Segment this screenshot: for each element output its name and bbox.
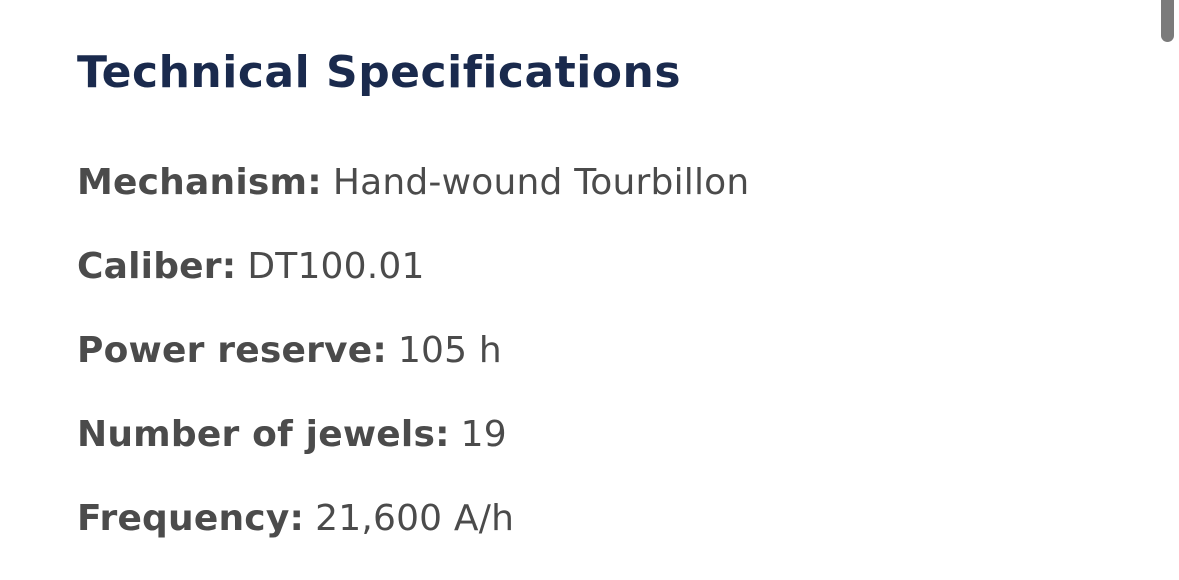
spec-row-frequency: Frequency: 21,600 A/h <box>77 497 749 540</box>
spec-value: 21,600 A/h <box>315 498 515 539</box>
scrollbar-thumb[interactable] <box>1161 0 1174 42</box>
spec-row-mechanism: Mechanism: Hand-wound Tourbillon <box>77 161 749 204</box>
section-title: Technical Specifications <box>77 47 682 98</box>
spec-label: Mechanism: <box>77 162 322 203</box>
spec-label: Power reserve: <box>77 330 387 371</box>
spec-row-number-of-jewels: Number of jewels: 19 <box>77 413 749 456</box>
spec-label: Frequency: <box>77 498 305 539</box>
technical-specifications-section: Technical Specifications Mechanism: Hand-… <box>77 46 749 540</box>
spec-value: DT100.01 <box>247 246 425 287</box>
spec-row-power-reserve: Power reserve: 105 h <box>77 329 749 372</box>
spec-value: 19 <box>460 414 507 455</box>
spec-label: Caliber: <box>77 246 237 287</box>
spec-label: Number of jewels: <box>77 414 450 455</box>
spec-value: 105 h <box>397 330 502 371</box>
spec-row-caliber: Caliber: DT100.01 <box>77 245 749 288</box>
spec-value: Hand-wound Tourbillon <box>332 162 750 203</box>
